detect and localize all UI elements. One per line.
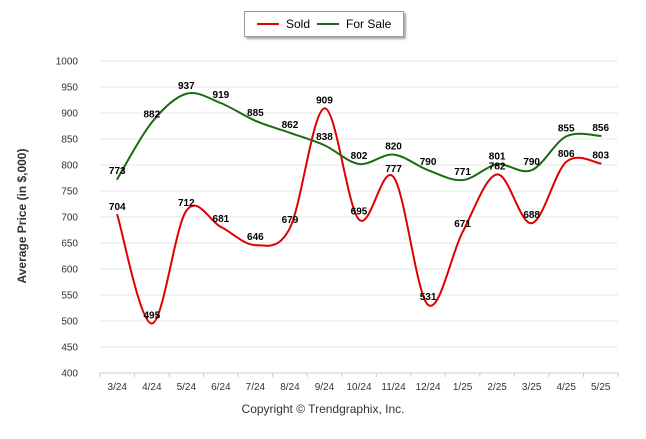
chart-legend: Sold For Sale [244, 11, 404, 37]
data-label-for-sale: 862 [282, 120, 299, 131]
y-tick-label: 600 [61, 265, 78, 276]
data-label-sold: 803 [592, 150, 609, 161]
legend-swatch-sold [257, 23, 279, 25]
data-label-for-sale: 771 [454, 167, 471, 178]
data-label-for-sale: 801 [489, 151, 506, 162]
data-label-for-sale: 919 [213, 90, 230, 101]
data-label-sold: 695 [351, 207, 368, 218]
data-label-for-sale: 790 [523, 157, 540, 168]
x-tick-label: 3/24 [108, 382, 128, 393]
x-tick-label: 11/24 [381, 382, 406, 393]
y-tick-label: 550 [61, 291, 78, 302]
legend-item-sold: Sold [257, 17, 310, 31]
x-tick-label: 12/24 [416, 382, 441, 393]
x-tick-label: 7/24 [246, 382, 266, 393]
x-tick-label: 10/24 [346, 382, 371, 393]
series-line-sold [116, 107, 602, 325]
data-label-sold: 681 [213, 214, 230, 225]
legend-label-sold: Sold [286, 17, 311, 31]
x-tick-label: 3/25 [522, 382, 542, 393]
data-label-for-sale: 790 [420, 157, 437, 168]
data-label-sold: 688 [523, 210, 540, 221]
data-label-for-sale: 882 [143, 109, 160, 120]
x-tick-label: 2/25 [487, 382, 507, 393]
x-tick-label: 8/24 [280, 382, 300, 393]
y-tick-label: 650 [61, 239, 78, 250]
data-label-sold: 531 [420, 292, 437, 303]
y-axis-label: Average Price (in $,000) [15, 148, 29, 284]
y-tick-label: 500 [61, 317, 78, 328]
copyright-credit: Copyright © Trendgraphix, Inc. [241, 402, 405, 416]
y-tick-label: 900 [61, 109, 78, 120]
legend-swatch-for-sale [317, 23, 339, 25]
x-tick-label: 5/24 [177, 382, 197, 393]
data-label-for-sale: 855 [558, 123, 575, 134]
y-tick-label: 450 [61, 343, 78, 354]
data-label-sold: 909 [316, 95, 333, 106]
data-label-sold: 704 [109, 202, 126, 213]
data-label-sold: 782 [489, 161, 506, 172]
x-tick-label: 1/25 [453, 382, 473, 393]
data-label-sold: 671 [454, 219, 471, 230]
y-tick-label: 1000 [56, 57, 79, 68]
y-tick-label: 700 [61, 213, 78, 224]
data-label-for-sale: 856 [592, 123, 609, 134]
y-tick-label: 950 [61, 83, 78, 94]
data-label-sold: 806 [558, 149, 575, 160]
data-label-for-sale: 820 [385, 142, 402, 153]
y-tick-label: 850 [61, 135, 78, 146]
x-tick-label: 6/24 [211, 382, 231, 393]
x-tick-label: 5/25 [591, 382, 611, 393]
x-tick-label: 4/24 [142, 382, 162, 393]
y-tick-label: 800 [61, 161, 78, 172]
y-tick-label: 400 [61, 369, 78, 380]
data-label-sold: 646 [247, 232, 264, 243]
data-label-sold: 777 [385, 164, 402, 175]
data-label-for-sale: 773 [109, 166, 126, 177]
data-label-for-sale: 838 [316, 132, 333, 143]
x-tick-label: 4/25 [556, 382, 576, 393]
series-line-for-sale [116, 92, 602, 182]
data-label-for-sale: 937 [178, 81, 195, 92]
legend-item-for-sale: For Sale [317, 17, 391, 31]
legend-label-for-sale: For Sale [346, 17, 392, 31]
x-tick-label: 9/24 [315, 382, 335, 393]
data-label-sold: 495 [143, 311, 160, 322]
y-tick-label: 750 [61, 187, 78, 198]
data-label-sold: 679 [282, 215, 299, 226]
data-label-for-sale: 885 [247, 108, 264, 119]
data-label-for-sale: 802 [351, 151, 368, 162]
data-label-sold: 712 [178, 198, 195, 209]
